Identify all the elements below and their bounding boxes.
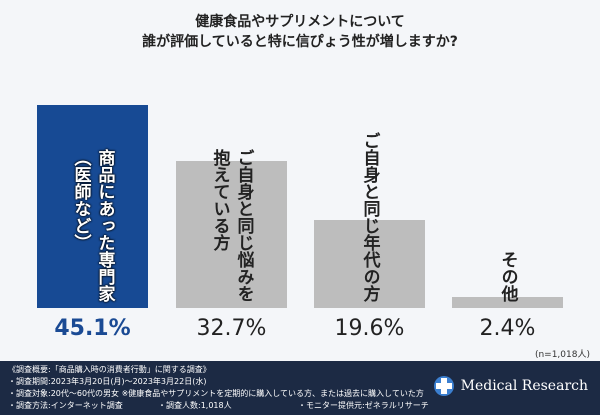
brand-name: Medical Research (460, 378, 588, 394)
bar-label: 商品にあった専門家 （医師など） (70, 149, 115, 302)
value-label: 19.6% (334, 316, 405, 341)
bar-chart: 商品にあった専門家 （医師など） 45.1% ご自身と同じ悩みを 抱えている方 32.… (37, 105, 563, 341)
bar-label: その他 (497, 251, 518, 302)
survey-target: ・調査対象:20代〜60代の男女 ※健康食品やサプリメントを定期的に購入している… (8, 389, 424, 398)
bar-label: ご自身と同じ悩みを 抱えている方 (209, 149, 254, 302)
title-line-1: 健康食品やサプリメントについて (195, 14, 405, 30)
survey-period: ・調査期間:2023年3月20日(月)〜2023年3月22日(水) (8, 377, 207, 386)
survey-footer: 《調査概要:「商品購入時の消費者行動」に関する調査》 ・調査期間:2023年3月… (0, 361, 600, 415)
value-label: 45.1% (54, 316, 131, 341)
survey-title: 《調査概要:「商品購入時の消費者行動」に関する調査》 (8, 365, 211, 374)
survey-count: ・調査人数:1,018人 (158, 401, 232, 410)
value-label: 32.7% (196, 316, 267, 341)
value-label: 2.4% (479, 316, 536, 341)
survey-provider: ・モニター提供元:ゼネラルリサーチ (298, 401, 429, 410)
bar-2: ご自身と同じ悩みを 抱えている方 (176, 149, 287, 308)
survey-method: ・調査方法:インターネット調査 (8, 401, 123, 410)
bar-1: 商品にあった専門家 （医師など） (37, 105, 148, 308)
chart-title: 健康食品やサプリメントについて 誰が評価していると特に信ぴょう性が増しますか? (0, 12, 600, 52)
medical-cross-icon (433, 376, 454, 396)
bar-label: ご自身と同じ年代の方 (359, 132, 380, 302)
bar-4: その他 (452, 251, 563, 308)
bar-3: ご自身と同じ年代の方 (314, 132, 425, 308)
brand-logo: Medical Research (433, 375, 588, 397)
title-line-2: 誰が評価していると特に信ぴょう性が増しますか? (142, 34, 458, 50)
sample-note: (n=1,018人) (534, 350, 590, 360)
